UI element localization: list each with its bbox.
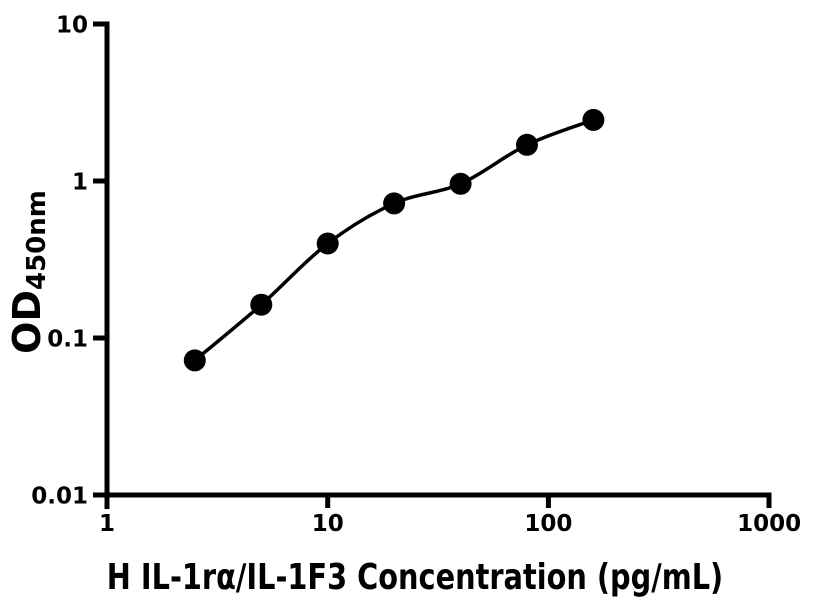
y-tick-label-10: 10 [56,13,88,39]
y-axis-title-subscript: 450nm [22,190,52,290]
series-layer [183,108,605,372]
data-point-4 [449,172,472,195]
y-axis-title-base: OD [5,290,49,354]
data-point-5 [516,133,538,156]
tick-labels: 10 1 0.1 0.01 1 10 100 1000 [31,13,801,538]
data-point-0 [183,349,206,372]
x-tick-label-1: 1 [99,511,115,537]
x-tick-label-10: 10 [312,511,344,537]
y-tick-label-0.01: 0.01 [31,484,88,510]
data-point-6 [582,108,605,131]
y-axis-spine [93,21,110,509]
y-tick-label-0.1: 0.1 [47,327,88,353]
y-tick-label-1: 1 [72,170,88,196]
x-tick-label-100: 100 [524,511,572,537]
x-axis-title: H IL-1rα/IL-1F3 Concentration (pg/mL) [107,556,723,598]
y-axis-title: OD450nm [5,190,52,354]
data-point-2 [316,232,339,255]
x-axis-spine [107,492,772,508]
fit-curve [193,118,596,363]
data-point-3 [383,192,406,215]
tick-marks [93,178,551,508]
x-tick-label-1000: 1000 [737,511,801,537]
data-point-1 [250,293,273,316]
